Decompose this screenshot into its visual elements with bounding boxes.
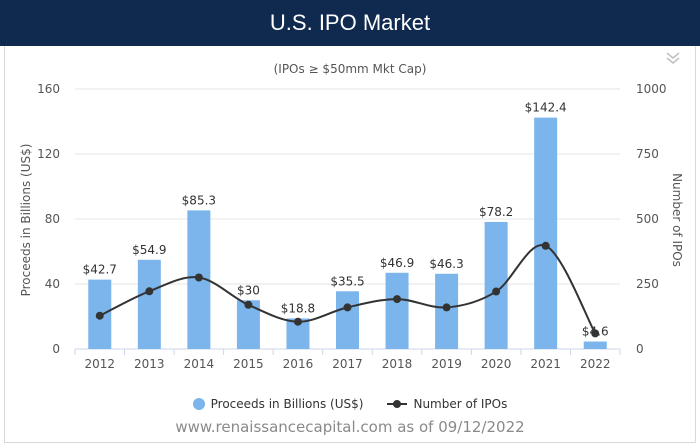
x-tick-label: 2017 [332,357,363,371]
ipo-count-line [99,244,597,334]
bar-2018[interactable] [385,272,409,349]
x-tick-label: 2022 [580,357,611,371]
bar-data-label: $85.3 [182,193,216,207]
y2-tick-label: 0 [636,342,644,356]
y2-tick-label: 250 [636,277,659,291]
legend-item-proceeds[interactable]: Proceeds in Billions (US$) [192,397,364,411]
legend-swatch-bar [192,398,205,410]
bar-data-label: $46.9 [380,256,414,270]
chart-panel [4,46,696,443]
ipo-count-point-2021[interactable] [541,241,550,250]
ipo-count-point-2016[interactable] [293,317,302,326]
x-tick-label: 2019 [431,357,462,371]
bar-2017[interactable] [336,291,359,349]
ipo-count-point-2022[interactable] [591,329,600,338]
legend-swatch-line [387,398,408,410]
y2-tick-label: 750 [636,147,659,161]
bar-data-label: $54.9 [132,243,166,257]
x-tick-label: 2018 [382,357,413,371]
y-tick-label: 40 [45,277,60,291]
x-tick-label: 2016 [283,357,314,371]
x-tick-label: 2014 [184,357,215,371]
chart-header: U.S. IPO Market [0,0,700,46]
ipo-count-point-2018[interactable] [393,295,402,304]
legend-item-ipos[interactable]: Number of IPOs [387,397,507,411]
bar-2016[interactable] [286,318,310,349]
ipo-count-point-2012[interactable] [95,311,104,320]
ipo-count-point-2014[interactable] [194,273,203,282]
bar-data-label: $35.5 [330,274,364,288]
legend-label-ipos: Number of IPOs [413,397,508,411]
y2-tick-label: 500 [636,212,659,226]
x-tick-label: 2012 [84,357,115,371]
chevron-double-down-icon[interactable] [664,50,682,66]
bar-data-label: $142.4 [525,101,567,115]
bar-data-label: $46.3 [429,257,463,271]
x-tick-label: 2021 [530,357,561,371]
source-footer: www.renaissancecapital.com as of 09/12/2… [175,418,525,436]
chart-title: U.S. IPO Market [269,10,431,35]
bar-data-label: $18.8 [281,301,315,315]
y-tick-label: 0 [52,342,60,356]
y2-axis-label: Number of IPOs [670,173,684,267]
ipo-count-point-2020[interactable] [492,287,501,296]
x-tick-label: 2015 [233,357,264,371]
bar-2013[interactable] [137,259,161,349]
bar-2015[interactable] [236,300,260,349]
y-tick-label: 160 [37,82,60,96]
bar-data-label: $78.2 [479,205,513,219]
chart-legend: Proceeds in Billions (US$) Number of IPO… [0,397,700,411]
ipo-count-point-2019[interactable] [442,303,451,312]
y-tick-label: 80 [45,212,60,226]
y-axis-label: Proceeds in Billions (US$) [19,144,33,297]
bar-2020[interactable] [484,221,508,349]
bar-data-label: $42.7 [83,263,117,277]
chart-subtitle: (IPOs ≥ $50mm Mkt Cap) [274,62,427,76]
y2-tick-label: 1000 [636,82,667,96]
y-tick-label: 120 [37,147,60,161]
x-tick-label: 2020 [481,357,512,371]
bar-2021[interactable] [534,117,558,349]
bar-data-label: $30 [237,283,260,297]
ipo-count-point-2017[interactable] [343,303,352,312]
ipo-count-point-2015[interactable] [244,300,253,309]
bar-2022[interactable] [583,341,607,349]
legend-label-proceeds: Proceeds in Billions (US$) [210,397,364,411]
ipo-count-point-2013[interactable] [145,287,154,296]
x-tick-label: 2013 [134,357,165,371]
